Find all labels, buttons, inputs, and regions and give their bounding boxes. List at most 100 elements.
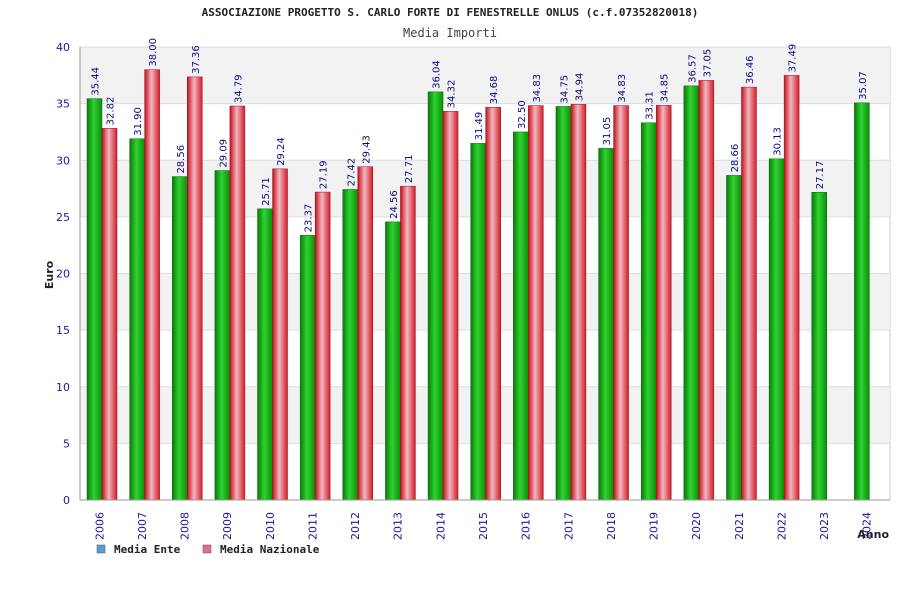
bar-media-ente	[86, 98, 103, 501]
chart-title: ASSOCIAZIONE PROGETTO S. CARLO FORTE DI …	[202, 6, 699, 19]
x-tick-label: 2010	[264, 512, 277, 540]
legend: Media Ente Media Nazionale	[96, 543, 320, 556]
data-label: 27.71	[404, 155, 415, 184]
data-label: 38.00	[148, 38, 159, 67]
data-label: 34.79	[233, 74, 244, 103]
bar-media-nazionale	[357, 166, 374, 501]
bar-media-nazionale	[101, 128, 118, 501]
data-label: 32.82	[106, 97, 117, 126]
x-tick-label: 2016	[520, 512, 533, 540]
bar-media-nazionale	[400, 185, 416, 501]
y-tick-label: 20	[56, 268, 70, 281]
legend-swatch	[96, 544, 106, 554]
data-label: 34.75	[559, 75, 570, 104]
bar-media-ente	[811, 192, 827, 501]
bar-media-nazionale	[229, 105, 246, 501]
y-axis-title: Euro	[43, 260, 56, 289]
bar-media-nazionale	[528, 105, 544, 501]
legend-swatch	[202, 544, 212, 554]
data-label: 35.07	[858, 71, 869, 100]
data-label: 23.37	[304, 204, 315, 233]
x-tick-label: 2011	[306, 512, 319, 540]
bar-media-nazionale	[741, 86, 757, 501]
bar-media-nazionale	[485, 106, 501, 501]
y-tick-label: 35	[56, 98, 70, 111]
legend-label: Media Nazionale	[220, 543, 320, 556]
bar-media-ente	[598, 148, 614, 501]
x-tick-label: 2015	[477, 512, 490, 540]
data-label: 27.17	[815, 161, 826, 190]
bar-media-nazionale	[187, 76, 203, 501]
bar-media-ente	[768, 158, 785, 501]
y-tick-label: 15	[56, 324, 70, 337]
x-tick-label: 2024	[861, 512, 874, 540]
bar-media-ente	[385, 221, 401, 501]
bar-media-ente	[470, 143, 486, 501]
data-label: 34.83	[532, 74, 543, 103]
data-label: 33.31	[645, 91, 656, 120]
y-tick-label: 40	[56, 41, 70, 54]
data-label: 35.44	[91, 67, 102, 96]
y-tick-label: 25	[56, 211, 70, 224]
x-tick-label: 2020	[690, 512, 703, 540]
data-label: 36.46	[745, 55, 756, 84]
data-label: 27.42	[346, 158, 357, 187]
bar-media-ente	[640, 122, 657, 501]
bar-media-ente	[172, 176, 188, 501]
bar-media-nazionale	[144, 69, 160, 501]
data-label: 31.49	[474, 112, 485, 141]
data-label: 32.50	[517, 100, 528, 129]
bar-media-ente	[726, 175, 742, 501]
data-label: 28.56	[176, 145, 187, 174]
data-label: 37.36	[191, 45, 202, 74]
x-tick-label: 2017	[562, 512, 575, 540]
data-label: 34.94	[574, 73, 585, 102]
x-tick-label: 2006	[93, 512, 106, 540]
data-label: 28.66	[730, 144, 741, 173]
bar-media-ente	[555, 106, 572, 501]
x-tick-label: 2018	[605, 512, 618, 540]
legend-label: Media Ente	[114, 543, 181, 556]
x-tick-label: 2022	[775, 512, 788, 540]
y-tick-label: 10	[56, 381, 70, 394]
data-label: 25.71	[261, 177, 272, 206]
x-tick-label: 2021	[733, 512, 746, 540]
data-label: 30.13	[773, 127, 784, 156]
data-label: 34.68	[489, 76, 500, 105]
x-tick-label: 2019	[648, 512, 661, 540]
x-tick-label: 2013	[392, 512, 405, 540]
data-label: 36.57	[687, 54, 698, 83]
bar-media-ente	[214, 170, 231, 501]
bar-media-nazionale	[655, 105, 672, 501]
data-label: 24.56	[389, 190, 400, 219]
x-tick-label: 2012	[349, 512, 362, 540]
bar-media-nazionale	[272, 168, 288, 501]
data-label: 34.32	[447, 80, 458, 109]
y-tick-label: 5	[63, 437, 70, 450]
bar-media-nazionale	[783, 75, 800, 501]
bar-media-nazionale	[698, 80, 715, 501]
bar-media-ente	[257, 208, 273, 501]
x-tick-label: 2009	[221, 512, 234, 540]
bar-media-nazionale	[570, 104, 587, 501]
x-tick-label: 2008	[179, 512, 192, 540]
y-tick-label: 0	[63, 494, 70, 507]
data-label: 29.09	[218, 139, 229, 168]
data-label: 31.05	[602, 117, 613, 146]
chart-subtitle: Media Importi	[403, 26, 497, 40]
data-label: 37.49	[788, 44, 799, 73]
data-label: 29.43	[361, 135, 372, 164]
bar-media-ente	[854, 102, 870, 501]
data-label: 34.83	[617, 74, 628, 103]
bar-media-ente	[129, 138, 145, 501]
bar-media-nazionale	[613, 105, 629, 501]
bar-media-ente	[513, 131, 529, 501]
data-label: 36.04	[432, 60, 443, 89]
data-label: 27.19	[319, 160, 330, 189]
data-label: 37.05	[702, 49, 713, 78]
data-label: 34.85	[660, 74, 671, 103]
bar-media-ente	[342, 189, 359, 501]
bar-media-nazionale	[314, 191, 331, 501]
